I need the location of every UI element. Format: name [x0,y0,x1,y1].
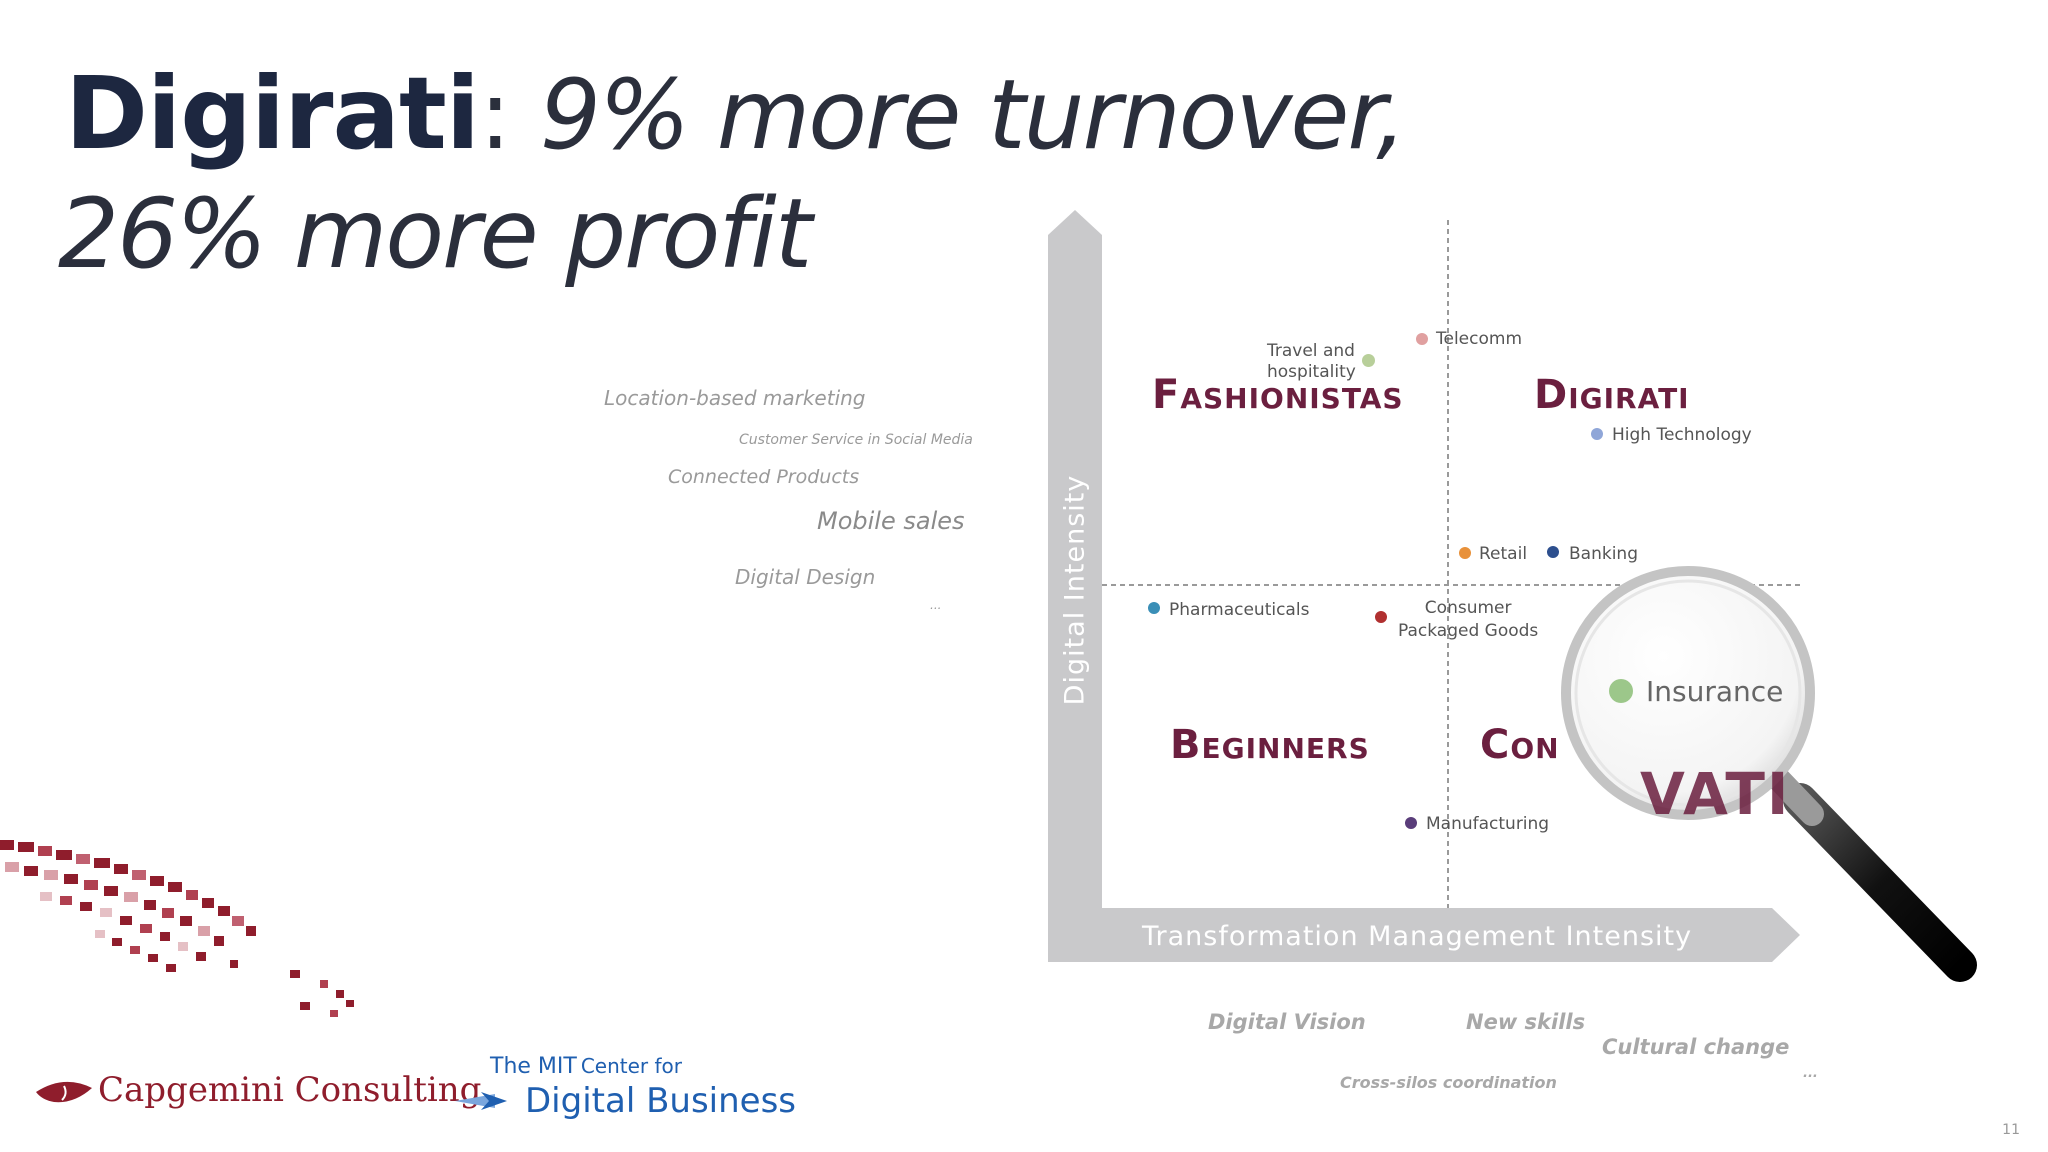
magnified-text-fragment: VATI [1640,760,1791,828]
mit-logo-line1: The MIT Center for [490,1053,796,1081]
mit-logo-suffix: Center for [580,1054,682,1078]
slide-number: 11 [2002,1122,2020,1138]
initiative-digital-design: Digital Design [735,565,876,589]
point-pharmaceuticals [1148,602,1160,614]
point-manufacturing [1405,817,1417,829]
title-line1-rest: 9% more turnover, [511,59,1407,171]
bottom-ellipsis: ... [1803,1066,1818,1081]
mit-cdb-logo: The MIT Center for Digital Business [455,1053,796,1121]
label-high-technology: High Technology [1612,425,1752,445]
point-high-technology [1591,428,1603,440]
mit-logo-prefix: The MIT [490,1054,577,1079]
magnifier-icon [1561,566,1977,982]
label-travel: Travel and hospitality [1267,341,1356,383]
slide-title-line2: 26% more profit [58,178,812,290]
bottom-new-skills: New skills [1466,1010,1586,1034]
y-axis-arrow [1048,210,1102,962]
label-telecomm: Telecomm [1436,329,1523,349]
point-telecomm [1416,333,1428,345]
slide-title-line1: Digirati: 9% more turnover, [65,55,1407,172]
mit-logo-digital-business: Digital Business [525,1081,797,1121]
point-banking [1547,546,1559,558]
initiative-ellipsis: ... [930,598,942,612]
label-retail: Retail [1479,544,1528,564]
label-consumer-line2: Packaged Goods [1398,621,1539,641]
bottom-cross-silos: Cross-silos coordination [1340,1073,1557,1092]
title-bold-word: Digirati [65,55,480,172]
label-pharmaceuticals: Pharmaceuticals [1169,600,1310,620]
mit-arrow-icon [455,1092,507,1110]
quadrant-digirati: Digirati [1534,372,1690,418]
y-axis-label: Digital Intensity [1059,474,1091,706]
initiative-customer-service: Customer Service in Social Media [739,432,973,448]
quadrant-beginners: Beginners [1170,722,1370,768]
initiative-connected-products: Connected Products [668,466,860,488]
label-travel-line1: Travel and [1267,341,1355,361]
capgemini-logo: Capgemini Consulting [34,1070,481,1110]
label-travel-line2: hospitality [1267,362,1356,382]
x-axis-arrow [1048,908,1800,962]
mit-logo-line2: Digital Business [455,1081,796,1121]
title-colon: : [479,59,512,171]
capgemini-spade-icon [36,1081,92,1103]
initiative-mobile-sales: Mobile sales [817,507,965,535]
label-manufacturing: Manufacturing [1426,814,1550,834]
initiative-location-marketing: Location-based marketing [604,386,866,410]
label-insurance: Insurance [1646,675,1784,708]
bottom-digital-vision: Digital Vision [1208,1010,1366,1034]
capgemini-logo-text: Capgemini Consulting [98,1070,482,1110]
label-consumer-goods: Consumer Packaged Goods [1398,597,1538,643]
label-consumer-line1: Consumer [1424,598,1512,618]
point-consumer-goods [1375,611,1387,623]
point-travel [1362,354,1375,367]
quadrant-conservatives-partial: Con [1480,722,1560,768]
point-retail [1459,547,1471,559]
point-insurance [1609,679,1633,703]
bottom-cultural-change: Cultural change [1602,1035,1790,1059]
quadrant-fashionistas: Fashionistas [1152,372,1404,418]
decorative-pixel-swoosh [0,840,354,1017]
x-axis-label: Transformation Management Intensity [1142,921,1693,952]
label-banking: Banking [1569,544,1638,564]
